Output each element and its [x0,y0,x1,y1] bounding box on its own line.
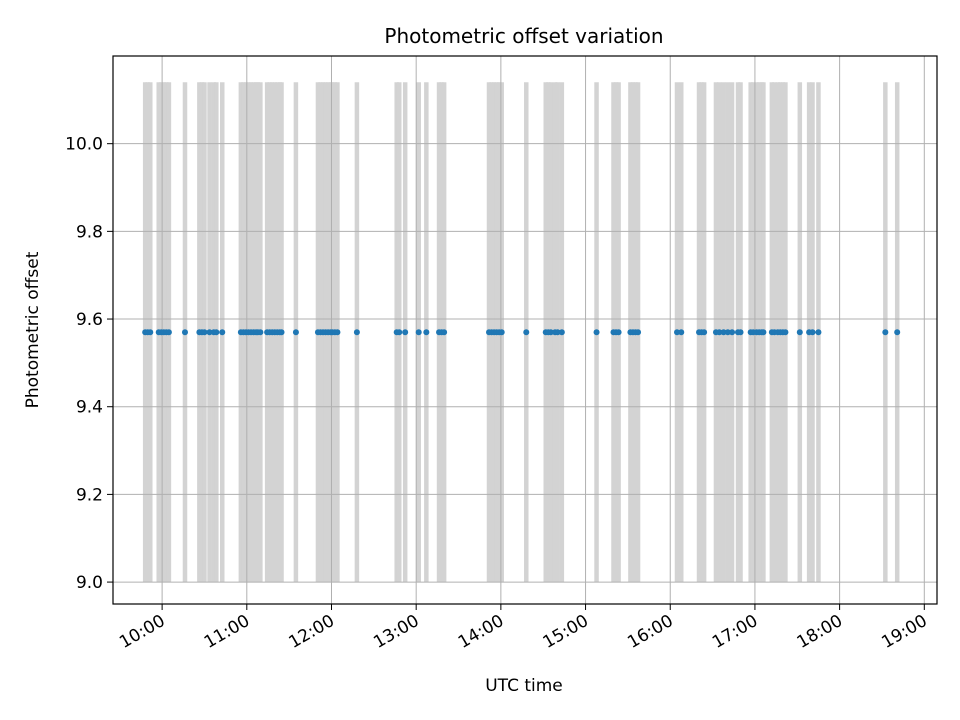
y-axis: 9.0 9.2 9.4 9.6 9.8 10.0 [65,135,113,593]
data-point [674,329,681,336]
data-point [206,329,213,336]
x-tick-label: 17:00 [709,611,761,653]
y-tick-label: 9.6 [76,310,103,330]
data-point [523,329,530,336]
data-point [716,329,723,336]
y-axis-label: Photometric offset [23,251,43,408]
data-point [720,329,727,336]
data-point [441,329,448,336]
x-tick-label: 11:00 [201,611,253,653]
data-point [593,329,600,336]
y-tick-label: 10.0 [65,135,103,155]
x-tick-label: 16:00 [624,611,676,653]
data-point [558,329,565,336]
x-tick-label: 10:00 [116,611,168,653]
data-point [423,329,430,336]
chart-title: Photometric offset variation [384,24,663,48]
data-point [737,329,744,336]
data-point [701,329,708,336]
x-tick-label: 12:00 [286,611,338,653]
data-point [201,329,208,336]
y-tick-label: 9.8 [76,222,103,242]
data-points [142,329,901,336]
plot-frame [112,55,938,605]
x-tick-label: 19:00 [878,611,930,653]
data-point [554,329,561,336]
data-point [292,329,299,336]
data-point [257,329,264,336]
data-point [213,329,220,336]
data-point [415,329,422,336]
data-point [547,329,554,336]
data-point [796,329,803,336]
y-tick-label: 9.2 [76,485,103,505]
data-point [724,329,731,336]
data-point [678,329,685,336]
data-point [782,329,789,336]
data-point [894,329,901,336]
x-tick-label: 14:00 [455,611,507,653]
data-point [165,329,172,336]
data-point [147,329,154,336]
data-point [882,329,889,336]
data-point [635,329,642,336]
x-axis-label: UTC time [485,676,563,696]
data-point [278,329,285,336]
data-point [760,329,767,336]
data-point [334,329,341,336]
data-point [498,329,505,336]
data-point [402,329,409,336]
data-point [396,329,403,336]
x-axis: 10:00 11:00 12:00 13:00 14:00 15:00 16:00 17:00… [116,604,931,653]
x-tick-label: 18:00 [794,611,846,653]
data-point [815,329,822,336]
data-point [219,329,226,336]
data-point [729,329,736,336]
x-tick-label: 15:00 [540,611,592,653]
x-tick-label: 13:00 [370,611,422,653]
y-tick-label: 9.4 [76,398,103,418]
data-point [615,329,622,336]
data-point [353,329,360,336]
y-tick-label: 9.0 [76,573,103,593]
data-point [809,329,816,336]
data-point [181,329,188,336]
